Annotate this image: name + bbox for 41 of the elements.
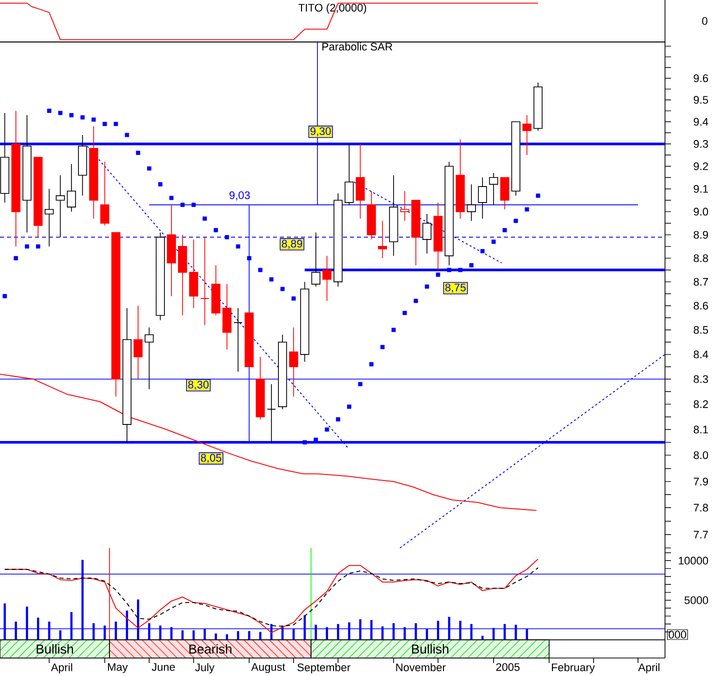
x-tick-label: 2005 (496, 663, 520, 671)
y-tick-label: 9.0 (694, 208, 708, 216)
annotation: 8,30 (188, 380, 209, 390)
x-tick-label: September (297, 663, 350, 674)
y-tick-label: 8.8 (694, 254, 708, 262)
y-tick-label: 9.5 (694, 96, 708, 104)
chart-title: Parabolic SAR (322, 42, 392, 51)
y-tick-label: 9.1 (694, 185, 708, 193)
y-tick-label: 9.4 (694, 118, 708, 126)
x-tick-label: April (50, 663, 72, 674)
y-tick-label: 8.4 (694, 350, 708, 358)
annotation: 9,30 (310, 127, 331, 136)
x-tick-label: August (251, 663, 286, 674)
y-tick-label: 7.7 (694, 530, 708, 538)
y-tick-label: 7.8 (694, 504, 708, 512)
y-tick-label: 9.3 (694, 140, 708, 148)
y-tick-label: 8.0 (694, 451, 708, 460)
x-tick-label: June (152, 663, 175, 671)
x-tick-label: November (396, 663, 446, 672)
x-tick-label: February (552, 663, 595, 674)
y-tick-label: 8.7 (694, 278, 708, 286)
y-tick-label: 8.5 (694, 326, 708, 334)
y-tick-label: 9.2 (694, 162, 708, 170)
annotation: 8,89 (282, 240, 302, 249)
annotation: 8,05 (200, 454, 222, 463)
annotation: 9,03 (230, 191, 250, 200)
x-tick-label: July (195, 663, 214, 674)
y-tick-label: 7.9 (694, 478, 708, 486)
x-tick-label: May (108, 663, 128, 674)
y-tick-label: 8.2 (694, 400, 708, 408)
x-tick-label: April (638, 663, 660, 674)
annotation: 8,75 (445, 284, 466, 293)
y-tick-label: 8.3 (694, 375, 708, 383)
y-tick-label: 8.1 (694, 426, 708, 434)
y-tick-label: 8.9 (694, 230, 708, 239)
y-tick-label: 5000 (684, 596, 708, 604)
y-tick-label: 8.6 (694, 302, 708, 310)
text: 000 (668, 630, 686, 638)
y-tick-label: 9.6 (694, 74, 708, 82)
y-tick-label: 10000 (678, 556, 708, 565)
text: 0 (702, 17, 708, 25)
